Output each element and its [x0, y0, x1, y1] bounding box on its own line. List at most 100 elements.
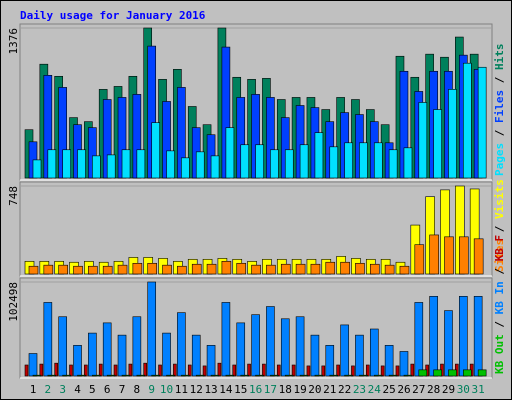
bar — [429, 234, 439, 275]
bar — [121, 374, 131, 377]
bar — [225, 127, 235, 179]
y-tick-label: 102498 — [7, 282, 20, 322]
x-tick-label: 16 — [249, 383, 262, 396]
x-tick-label: 24 — [368, 383, 382, 396]
x-tick-label: 22 — [338, 383, 351, 396]
bar — [325, 345, 335, 377]
bar — [444, 310, 453, 377]
bar — [147, 281, 157, 377]
bar — [270, 149, 279, 179]
bar — [221, 260, 232, 275]
bar — [414, 302, 424, 377]
bar — [102, 322, 112, 377]
bar — [32, 374, 42, 377]
bar — [373, 374, 383, 377]
bar — [187, 364, 192, 377]
x-tick-label: 11 — [175, 383, 188, 396]
legend-separator: / — [493, 219, 506, 239]
bar — [448, 369, 457, 377]
bar — [403, 374, 413, 377]
x-tick-label: 10 — [160, 383, 173, 396]
bar — [459, 296, 468, 377]
bar — [177, 265, 187, 275]
bar — [418, 102, 428, 179]
bar — [403, 147, 413, 179]
bar — [359, 374, 368, 377]
bar — [58, 316, 67, 377]
bar — [43, 264, 54, 275]
bar — [369, 263, 380, 275]
chart-title: Daily usage for January 2016 — [20, 9, 206, 22]
x-tick-label: 6 — [104, 383, 111, 396]
bar — [54, 362, 58, 377]
bar — [181, 374, 190, 377]
bar — [158, 364, 162, 377]
bar — [206, 345, 216, 377]
bar — [410, 363, 415, 377]
x-tick-label: 21 — [323, 383, 336, 396]
legend: Sites / Visits — [493, 179, 506, 272]
bar — [444, 236, 454, 275]
bar — [270, 374, 279, 377]
bar — [395, 365, 400, 377]
bar — [136, 149, 146, 179]
bar — [236, 322, 246, 377]
x-tick-label: 29 — [442, 383, 455, 396]
bar — [24, 364, 29, 377]
bar — [84, 364, 88, 377]
bar — [306, 365, 311, 377]
legend-separator: / — [493, 123, 506, 143]
bar — [355, 334, 364, 377]
bar — [151, 374, 161, 377]
bar — [210, 155, 220, 179]
bar — [225, 374, 235, 377]
x-tick-label: 4 — [74, 383, 81, 396]
bar — [295, 316, 305, 377]
bar — [365, 364, 370, 377]
bar — [28, 265, 39, 275]
bar — [206, 263, 217, 275]
x-tick-label: 27 — [412, 383, 425, 396]
bar — [92, 155, 101, 179]
bar — [69, 364, 73, 377]
bar — [162, 332, 171, 377]
x-tick-label: 13 — [204, 383, 217, 396]
bar — [136, 374, 146, 377]
bar — [388, 374, 398, 377]
bar — [344, 374, 353, 377]
bar — [151, 122, 161, 179]
bar — [473, 238, 484, 275]
bar — [173, 363, 177, 377]
x-tick-label: 23 — [353, 383, 366, 396]
x-tick-label: 1 — [30, 383, 37, 396]
bar — [384, 345, 394, 377]
bar — [106, 374, 116, 377]
bar — [143, 362, 148, 377]
bar — [88, 332, 97, 377]
legend-entry: Files — [493, 90, 506, 123]
x-tick-label: 7 — [119, 383, 126, 396]
bar — [47, 374, 57, 377]
bar — [39, 363, 44, 377]
y-tick-label: 748 — [7, 186, 20, 206]
bar — [77, 149, 86, 179]
bar — [429, 296, 438, 377]
bar — [314, 374, 324, 377]
y-tick-label: 1376 — [7, 28, 20, 55]
bar — [459, 236, 469, 275]
legend-entry: KB F — [493, 235, 506, 262]
bar — [92, 374, 101, 377]
bar — [147, 262, 158, 275]
bar — [102, 265, 113, 275]
bar — [340, 324, 349, 377]
bar — [255, 374, 264, 377]
bar — [251, 314, 260, 377]
legend-entry: Visits — [493, 179, 506, 219]
bar — [73, 265, 83, 275]
bar — [351, 365, 355, 377]
bar — [295, 263, 306, 275]
x-tick-label: 20 — [308, 383, 321, 396]
bar — [47, 149, 57, 179]
bar — [32, 159, 42, 179]
